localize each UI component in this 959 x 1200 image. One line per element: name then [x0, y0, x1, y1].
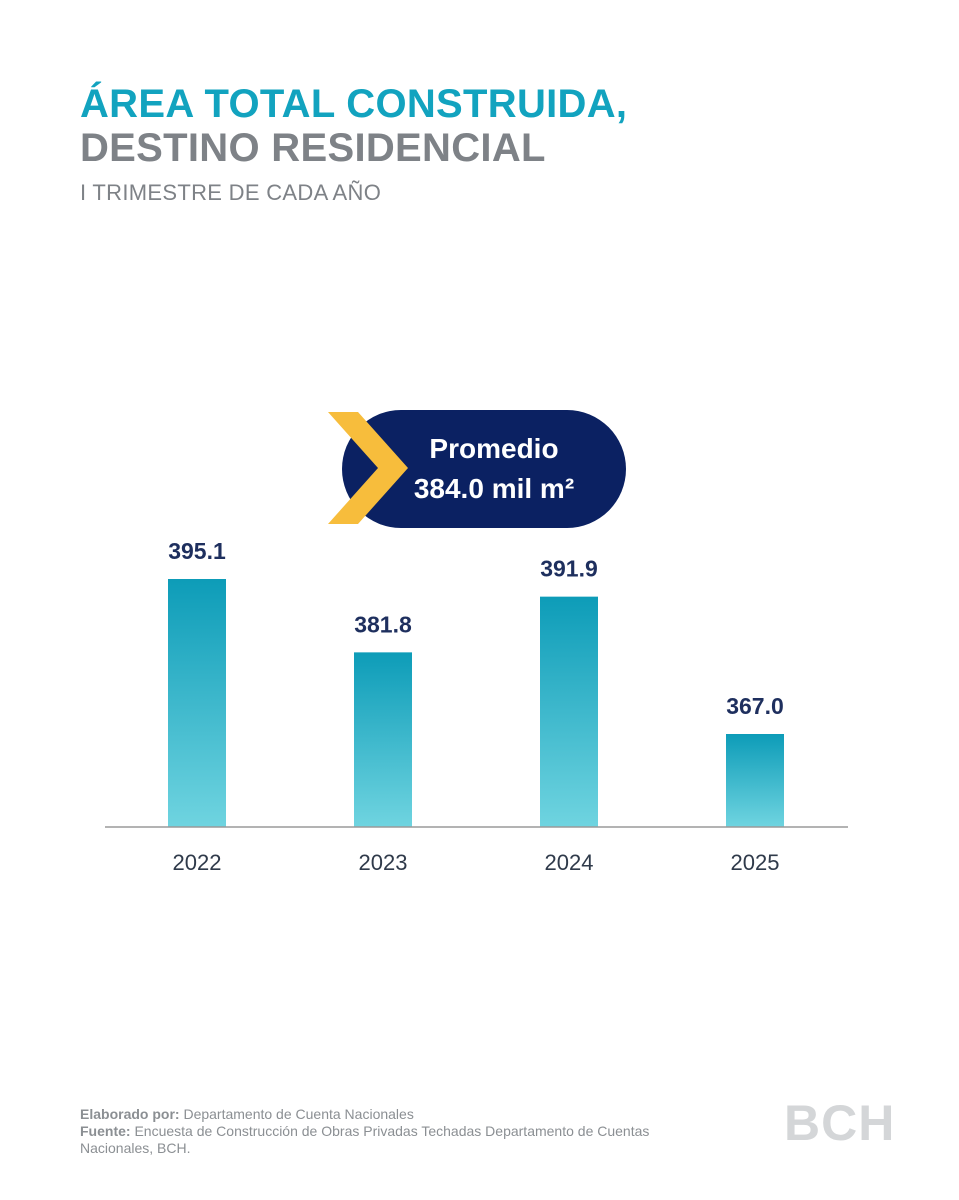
- x-tick-label-2025: 2025: [731, 850, 780, 875]
- chart-title-line2: DESTINO RESIDENCIAL: [80, 126, 546, 170]
- x-tick-label-2023: 2023: [359, 850, 408, 875]
- bar-2025: [726, 734, 784, 827]
- value-label-2023: 381.8: [354, 611, 412, 637]
- value-label-2025: 367.0: [726, 693, 784, 719]
- footer-notes: Elaborado por: Departamento de Cuenta Na…: [80, 1106, 720, 1157]
- average-label: Promedio: [429, 433, 559, 464]
- average-value: 384.0 mil m²: [413, 473, 575, 504]
- chart-title-line1: ÁREA TOTAL CONSTRUIDA,: [80, 82, 628, 126]
- elaborado-value: Departamento de Cuenta Nacionales: [183, 1106, 414, 1122]
- bar-2022: [168, 579, 226, 827]
- x-tick-label-2022: 2022: [173, 850, 222, 875]
- chart-subtitle: I TRIMESTRE DE CADA AÑO: [80, 180, 382, 205]
- value-label-2022: 395.1: [168, 538, 226, 564]
- value-label-2024: 391.9: [540, 556, 598, 582]
- chevron-right-icon: [328, 412, 408, 524]
- bar-2024: [540, 596, 598, 827]
- value-labels-group: 395.1 381.8 391.9 367.0: [168, 538, 784, 719]
- average-callout-text: Promedio 384.0 mil m²: [342, 410, 626, 528]
- bch-logo: BCH: [784, 1095, 896, 1151]
- elaborado-label: Elaborado por:: [80, 1106, 180, 1122]
- fuente-label: Fuente:: [80, 1123, 131, 1139]
- x-tick-labels-group: 2022 2023 2024 2025: [173, 850, 780, 875]
- bars-group: [168, 579, 784, 827]
- bar-2023: [354, 652, 412, 827]
- x-tick-label-2024: 2024: [545, 850, 594, 875]
- fuente-value: Encuesta de Construcción de Obras Privad…: [80, 1123, 650, 1156]
